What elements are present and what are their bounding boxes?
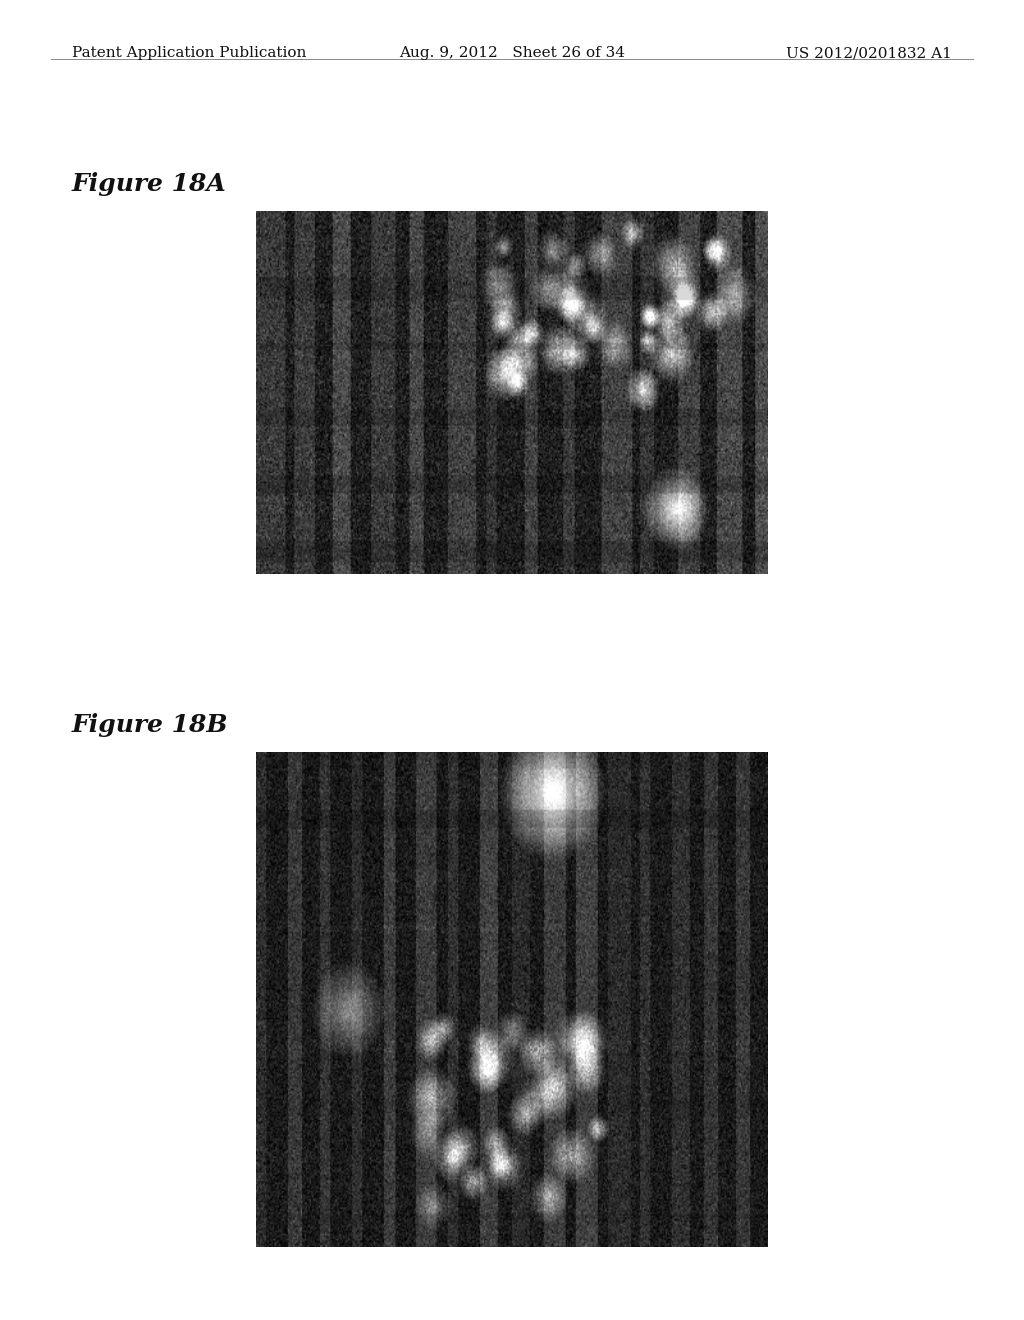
Text: Figure 18A: Figure 18A	[72, 172, 226, 195]
Text: US 2012/0201832 A1: US 2012/0201832 A1	[786, 46, 952, 61]
Text: Aug. 9, 2012   Sheet 26 of 34: Aug. 9, 2012 Sheet 26 of 34	[399, 46, 625, 61]
Text: Patent Application Publication: Patent Application Publication	[72, 46, 306, 61]
Text: Figure 18B: Figure 18B	[72, 713, 228, 737]
